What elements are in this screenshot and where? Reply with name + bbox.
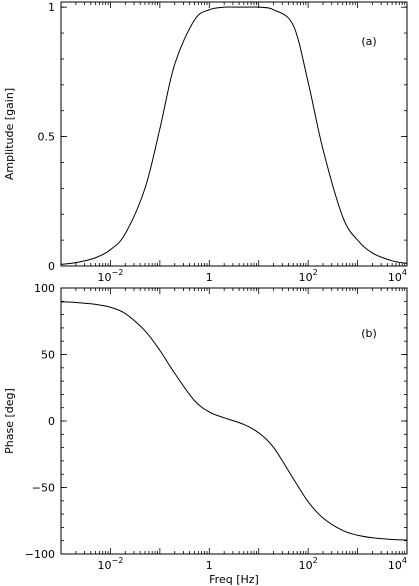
panel-amplitude: 10−2 1 102 104 0 0.5 1 (a) Amplitude [gain]	[3, 1, 408, 284]
y-tick-label: 0	[48, 260, 55, 273]
x-tick-label: 10−2	[98, 268, 124, 284]
series-line	[60, 301, 408, 541]
y-axis-label: Phase [deg]	[3, 388, 16, 454]
x-tick-label: 104	[388, 268, 407, 284]
plot-frame	[60, 1, 408, 267]
series-line	[60, 6, 408, 265]
x-tick-label: 1	[206, 271, 213, 284]
y-tick-label: 100	[34, 282, 55, 295]
y-axis-label: Amplitude [gain]	[3, 88, 16, 180]
y-tick-label: 0.5	[38, 131, 56, 144]
x-axis-label: Freq [Hz]	[209, 573, 259, 586]
panel-tag: (b)	[361, 327, 377, 340]
x-tick-label: 102	[299, 268, 318, 284]
y-tick-label: 0	[48, 415, 55, 428]
x-tick-label: 10−2	[98, 556, 124, 572]
x-tick-label: 102	[299, 556, 318, 572]
x-tick-label: 104	[388, 556, 407, 572]
y-tick-label: −50	[32, 482, 55, 495]
y-tick-label: 50	[41, 349, 55, 362]
y-tick-label: −100	[25, 548, 55, 561]
panel-phase: 10−2 1 102 104 −100 −50 0 50 100 (b) Phase [deg] Fr…	[3, 282, 408, 586]
x-tick-label: 1	[206, 559, 213, 572]
y-tick-label: 1	[48, 1, 55, 14]
panel-tag: (a)	[361, 35, 376, 48]
